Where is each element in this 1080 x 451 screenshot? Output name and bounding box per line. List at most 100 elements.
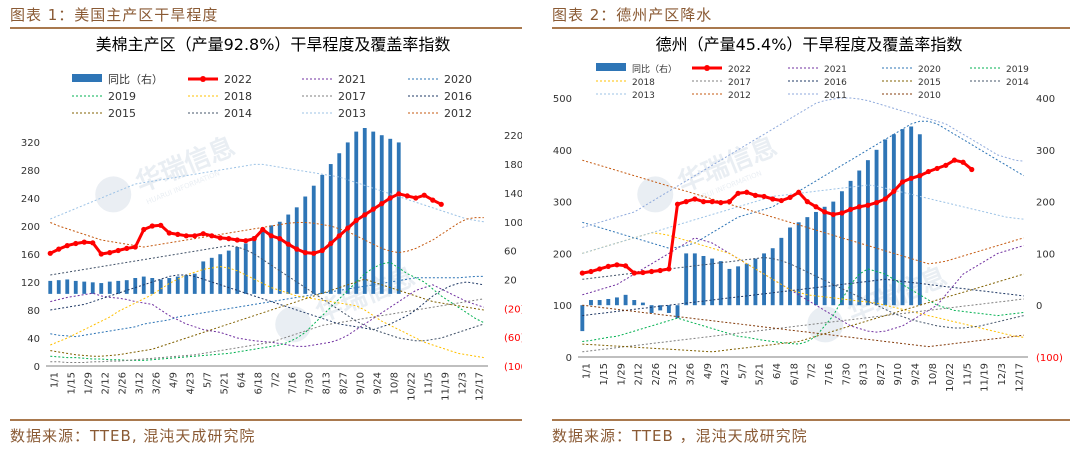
x-tick-label: 1/1 xyxy=(582,363,593,379)
bar-yoy xyxy=(865,160,870,306)
point-2022 xyxy=(302,250,308,256)
y-right-tick-label: (100) xyxy=(1036,353,1063,364)
x-tick-label: 6/4 xyxy=(237,372,248,388)
x-tick-label: 3/12 xyxy=(668,363,679,385)
point-2022 xyxy=(648,268,655,275)
legend-label: 2018 xyxy=(224,90,252,103)
point-2022 xyxy=(277,236,283,242)
series-line-2017 xyxy=(582,298,1024,353)
bar-yoy xyxy=(158,279,163,294)
bar-yoy xyxy=(388,138,393,294)
point-2022 xyxy=(588,268,594,275)
legend-label: 2021 xyxy=(338,73,366,86)
x-tick-label: 9/10 xyxy=(893,363,904,385)
point-2022 xyxy=(294,246,300,252)
legend-label: 2016 xyxy=(444,90,472,103)
x-tick-label: 9/24 xyxy=(911,363,922,385)
bar-yoy xyxy=(150,278,155,294)
bar-yoy xyxy=(762,253,767,306)
point-2022 xyxy=(251,236,257,242)
bar-yoy xyxy=(116,280,121,294)
bar-yoy xyxy=(201,261,206,294)
y-left-tick-label: 280 xyxy=(21,166,40,177)
point-2022 xyxy=(285,241,291,247)
x-tick-label: 8/13 xyxy=(859,363,870,385)
legend-label: 2019 xyxy=(1006,65,1029,75)
x-tick-label: 2/26 xyxy=(118,372,129,394)
y-right-tick-label: 100 xyxy=(1036,249,1055,260)
y-left-tick-label: 100 xyxy=(553,301,572,312)
y-left-tick-label: 500 xyxy=(553,94,572,105)
series-line-2019 xyxy=(50,261,485,361)
x-tick-label: 3/26 xyxy=(686,363,697,385)
bar-yoy xyxy=(354,131,359,294)
x-tick-label: 8/27 xyxy=(339,372,350,394)
series-line-2016 xyxy=(582,278,1024,317)
point-2022 xyxy=(90,240,96,246)
x-tick-label: 8/27 xyxy=(876,363,887,385)
y-right-tick-label: 220 xyxy=(504,131,522,142)
x-tick-label: 4/23 xyxy=(720,363,731,385)
point-2022 xyxy=(925,168,932,175)
x-tick-label: 10/22 xyxy=(407,372,418,401)
point-2022 xyxy=(268,233,274,239)
bar-yoy xyxy=(56,280,61,294)
x-tick-label: 5/7 xyxy=(737,363,748,379)
x-tick-label: 9/10 xyxy=(356,372,367,394)
figure-1-source: 数据来源：TTEB, 混沌天成研究院 xyxy=(10,427,256,445)
bar-yoy xyxy=(184,275,189,294)
bar-yoy xyxy=(744,263,749,306)
point-2022 xyxy=(622,263,629,269)
x-tick-label: 7/2 xyxy=(271,372,282,388)
bar-yoy xyxy=(73,280,78,294)
figure-1-caption: 图表 1：美国主产区干旱程度 xyxy=(10,6,219,24)
x-tick-label: 10/8 xyxy=(390,372,401,394)
series-line-2016 xyxy=(50,274,484,331)
bar-yoy xyxy=(658,305,663,311)
y-left-tick-label: 400 xyxy=(553,146,572,157)
x-tick-label: 11/5 xyxy=(962,363,973,385)
bar-yoy xyxy=(209,257,214,294)
legend-swatch-bar xyxy=(72,74,102,82)
x-tick-label: 1/15 xyxy=(599,363,610,385)
x-tick-label: 2/26 xyxy=(651,363,662,385)
y-right-tick-label: 180 xyxy=(504,160,522,171)
bar-yoy xyxy=(796,222,801,306)
point-2022 xyxy=(960,159,966,165)
point-2022 xyxy=(674,201,681,207)
y-left-tick-label: 0 xyxy=(34,362,40,373)
point-2022 xyxy=(387,195,393,201)
bar-yoy xyxy=(303,196,308,294)
x-tick-label: 2/12 xyxy=(634,363,645,385)
point-2022 xyxy=(614,262,620,268)
figure-2-source: 数据来源：TTEB ，混沌天成研究院 xyxy=(552,427,808,445)
point-2022 xyxy=(882,196,888,202)
point-2022 xyxy=(132,244,138,250)
point-2022 xyxy=(56,246,62,252)
point-2022 xyxy=(353,217,359,223)
point-2022 xyxy=(217,235,223,241)
y-left-tick-label: 120 xyxy=(21,278,40,289)
bar-yoy xyxy=(269,225,274,294)
x-tick-label: 1/29 xyxy=(616,363,627,385)
bar-yoy xyxy=(82,281,87,294)
series-line-2019 xyxy=(582,268,1024,345)
legend-label: 2021 xyxy=(824,65,847,75)
y-left-tick-label: 200 xyxy=(21,222,40,233)
y-right-tick-label: (20) xyxy=(504,304,522,315)
bar-yoy xyxy=(640,302,645,306)
bar-yoy xyxy=(684,253,689,306)
figure-1-top-rule xyxy=(10,27,522,29)
series-line-2014 xyxy=(50,245,484,342)
x-tick-label: 6/18 xyxy=(254,372,265,394)
bar-yoy xyxy=(99,283,104,294)
series-line-2017 xyxy=(50,298,484,363)
x-tick-label: 12/17 xyxy=(1014,363,1025,392)
point-2022 xyxy=(778,197,784,204)
point-2022 xyxy=(899,179,906,185)
bar-yoy xyxy=(900,129,905,306)
point-2022 xyxy=(183,233,189,239)
bar-yoy xyxy=(133,278,138,294)
point-2022 xyxy=(813,204,819,210)
